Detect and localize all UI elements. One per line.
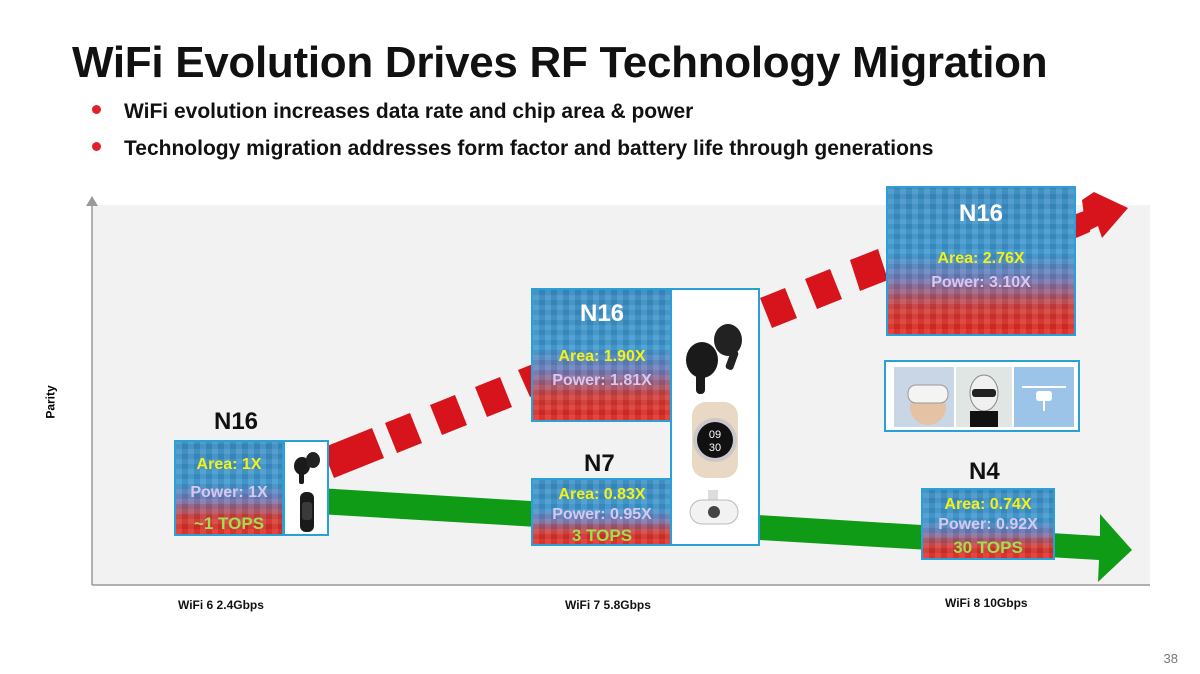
earbuds-icon [686, 324, 742, 394]
node-label-n16-wifi8: N16 [958, 200, 1004, 227]
bullet-item: WiFi evolution increases data rate and c… [92, 100, 933, 124]
device-box-wifi7: 09 30 [670, 288, 760, 546]
node-label-n7-wifi7: N7 [584, 450, 615, 477]
device-box-wifi6 [283, 440, 329, 536]
fitness-band-icon [300, 492, 314, 532]
node-box-n16-wifi7: N16 Area: 1.90X Power: 1.81X [531, 288, 673, 422]
node-box-n16-wifi6: Area: 1X Power: 1X ~1 TOPS [174, 440, 284, 536]
security-camera-icon [689, 490, 739, 525]
page-number: 38 [1163, 651, 1178, 666]
power-value: Power: 1.81X [552, 372, 652, 389]
x-tick-wifi7: WiFi 7 5.8Gbps [565, 598, 651, 612]
tops-value: ~1 TOPS [193, 514, 265, 533]
node-box-n7-wifi7: Area: 0.83X Power: 0.95X 3 TOPS [531, 478, 673, 546]
node-label-n16-wifi7: N16 [579, 300, 625, 327]
node-box-n4-wifi8: Area: 0.74X Power: 0.92X 30 TOPS [921, 488, 1055, 560]
area-value: Area: 1.90X [558, 348, 646, 365]
bullet-list: WiFi evolution increases data rate and c… [92, 100, 933, 174]
red-arrow-solid [322, 428, 384, 478]
x-tick-wifi8: WiFi 8 10Gbps [945, 596, 1028, 610]
node-label-n4-wifi8: N4 [969, 458, 1000, 485]
node-label-n16-wifi6: N16 [214, 408, 259, 435]
node-box-n16-wifi8: N16 Area: 2.76X Power: 3.10X [886, 186, 1076, 336]
area-value: Area: 0.83X [558, 486, 646, 503]
area-value: Area: 1X [196, 456, 262, 473]
power-value: Power: 3.10X [931, 274, 1031, 291]
device-box-wifi8 [884, 360, 1080, 432]
watch-hour: 09 [709, 429, 721, 441]
smartwatch-icon: 09 30 [692, 402, 738, 478]
bullet-dot-icon [92, 142, 101, 151]
power-value: Power: 0.95X [552, 506, 652, 523]
red-arrow-head [1082, 192, 1128, 238]
robot-icon [956, 367, 1012, 427]
y-axis-label: Parity [43, 385, 58, 419]
tops-value: 3 TOPS [571, 526, 633, 545]
drone-icon [1014, 367, 1074, 427]
bullet-item: Technology migration addresses form fact… [92, 137, 933, 161]
x-tick-wifi6: WiFi 6 2.4Gbps [178, 598, 264, 612]
power-value: Power: 1X [190, 484, 268, 501]
area-value: Area: 0.74X [944, 496, 1032, 513]
power-value: Power: 0.92X [938, 516, 1038, 533]
bullet-dot-icon [92, 105, 101, 114]
vr-headset-icon [894, 367, 954, 427]
tops-value: 30 TOPS [953, 538, 1023, 557]
earbuds-icon [294, 452, 320, 484]
area-value: Area: 2.76X [937, 250, 1025, 267]
watch-minute: 30 [709, 442, 721, 454]
red-arrow-dashes [385, 208, 1092, 453]
page-title: WiFi Evolution Drives RF Technology Migr… [72, 38, 1048, 87]
y-axis-arrowhead [86, 196, 98, 206]
